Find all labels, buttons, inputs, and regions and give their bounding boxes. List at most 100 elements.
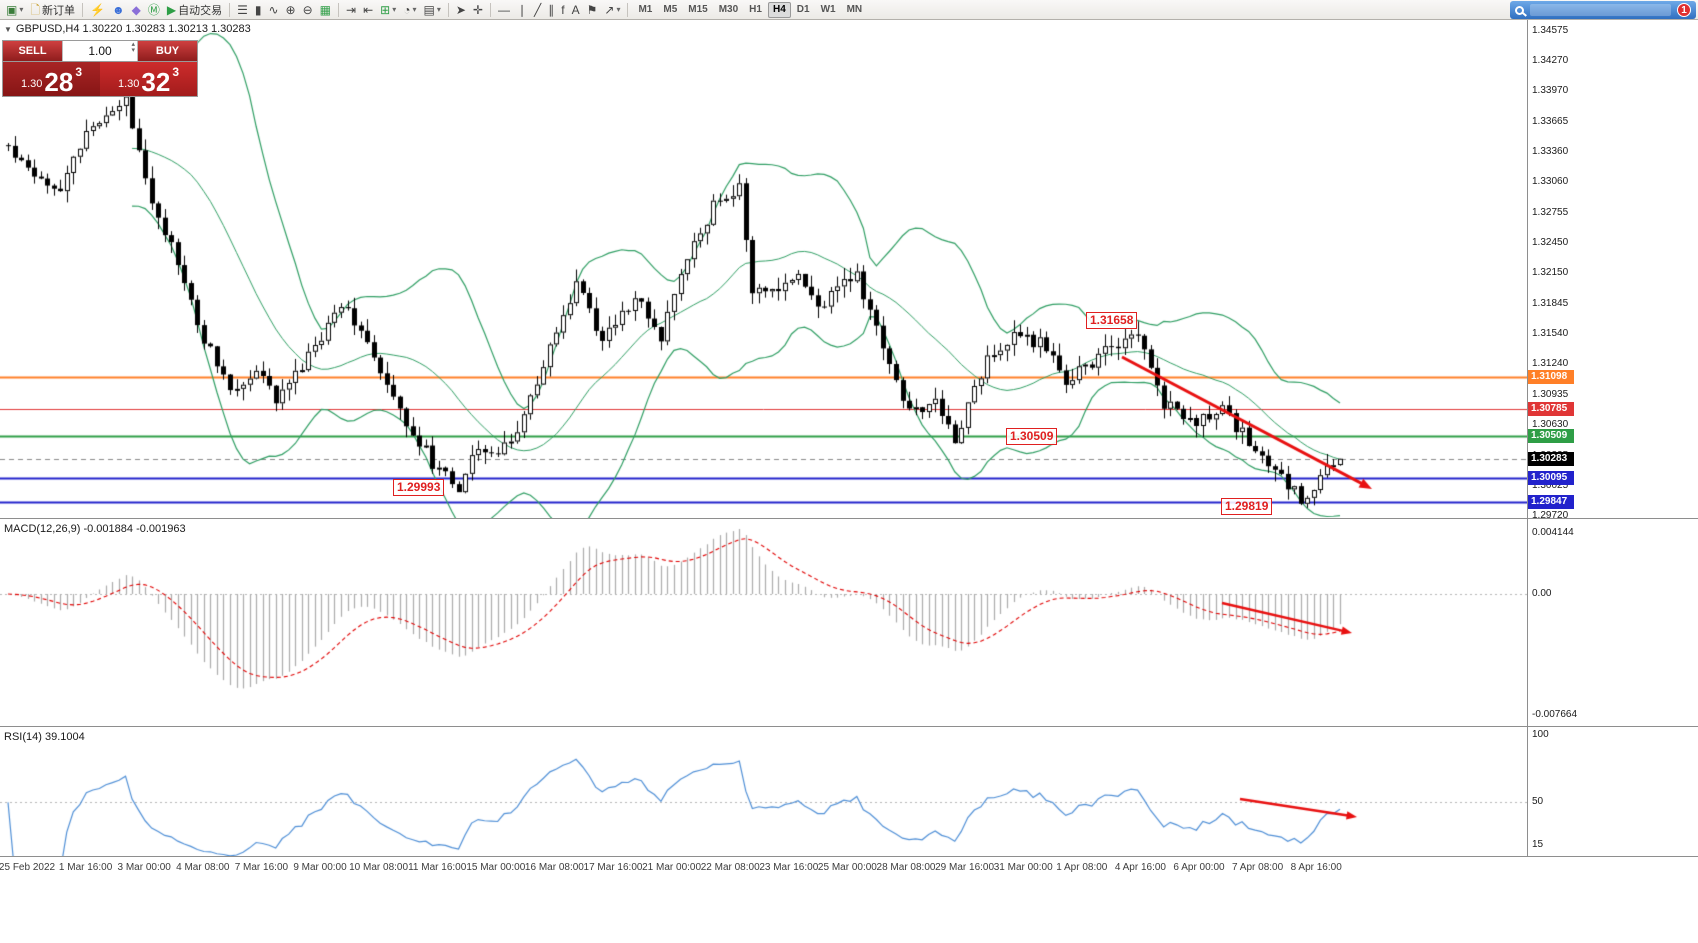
periods-caret-icon: ▾ (412, 5, 417, 14)
macd-canvas[interactable] (0, 519, 1527, 727)
sell-price[interactable]: 1.30 28 3 (3, 62, 100, 96)
mql5-community-icon: ⚡ (90, 2, 105, 17)
time-label: 7 Apr 08:00 (1232, 862, 1284, 873)
crosshair-icon: ✛ (472, 2, 483, 17)
user-profile-button[interactable]: ☻ (109, 1, 128, 19)
cursor-button[interactable]: ➤ (453, 1, 469, 19)
timeframe-m30[interactable]: M30 (718, 3, 739, 15)
chart-shift-button[interactable]: ⇤ (360, 1, 376, 19)
price-tick: 1.34575 (1532, 25, 1569, 36)
top-toolbar: ▣ ▾ 🗋 新订单 ⚡ ☻ ◆ Ⓜ ▶ 自动交易 ☰ ▮ ∿ ⊕ ⊖ ▦ ⇥ ⇤ ⊞ ▾ ◔ ▾ ▤ ▾ ➤ ✛ — ❘ ╱ ∥ f A ⚑ ↗ ▾… (0, 0, 1698, 20)
zoom-in-button[interactable]: ⊕ (283, 1, 299, 19)
periods-button[interactable]: ◔ ▾ (400, 1, 419, 19)
equidistant-channel-button[interactable]: ∥ (545, 1, 557, 19)
time-label: 25 Feb 2022 (0, 862, 56, 873)
chart-bars-button[interactable]: ☰ (234, 1, 251, 19)
macd-tick-zero: 0.00 (1532, 588, 1552, 599)
timeframe-m1[interactable]: M1 (638, 3, 653, 15)
price-tick: 1.31845 (1532, 297, 1569, 309)
toolbar-separator (338, 2, 339, 17)
text-button[interactable]: A (569, 1, 583, 19)
user-profile-icon: ☻ (111, 2, 125, 17)
crosshair-button[interactable]: ✛ (470, 1, 486, 19)
price-tick: 1.32450 (1532, 237, 1569, 249)
time-label: 4 Mar 08:00 (176, 862, 230, 873)
volume-value: 1.00 (88, 44, 112, 58)
search-input[interactable] (1530, 4, 1671, 16)
macd-label: MACD(12,26,9) -0.001884 -0.001963 (4, 523, 186, 535)
search-icon (1515, 5, 1524, 15)
timeframe-m5[interactable]: M5 (663, 3, 678, 15)
tile-windows-button[interactable]: ▦ (317, 1, 334, 19)
price-callout-1.30509: 1.30509 (1006, 428, 1058, 445)
time-label: 6 Apr 00:00 (1173, 862, 1225, 873)
price-tag-1.30283: 1.30283 (1528, 451, 1574, 466)
fibonacci-button[interactable]: f (558, 1, 567, 19)
text-label-icon: ⚑ (586, 2, 598, 17)
toolbar-separator (82, 2, 84, 17)
mql5-community-button[interactable]: ⚡ (87, 1, 108, 19)
macd-tick-min: -0.007664 (1532, 709, 1578, 720)
time-label: 21 Mar 00:00 (642, 862, 702, 873)
buy-price[interactable]: 1.30 32 3 (100, 62, 197, 96)
time-label: 9 Mar 00:00 (293, 862, 347, 873)
zoom-out-button[interactable]: ⊖ (300, 1, 316, 19)
trendline-button[interactable]: ╱ (531, 1, 544, 19)
time-label: 22 Mar 08:00 (700, 862, 760, 873)
time-label: 1 Mar 16:00 (58, 862, 113, 873)
time-label: 29 Mar 16:00 (935, 862, 995, 873)
text-label-button[interactable]: ⚑ (584, 1, 601, 19)
macd-axis[interactable]: 0.004144 0.00 -0.007664 (1527, 519, 1698, 726)
chart-ohlc-label: GBPUSD,H4 1.30220 1.30283 1.30213 1.3028… (15, 23, 251, 35)
sell-price-pip: 3 (75, 65, 83, 79)
one-click-toggle-icon[interactable]: ▼ (4, 24, 12, 34)
timeframe-mn[interactable]: MN (846, 3, 863, 15)
price-tick: 1.30630 (1532, 419, 1569, 431)
rsi-canvas[interactable] (0, 727, 1527, 857)
timeframe-h1[interactable]: H1 (749, 3, 762, 15)
price-axis[interactable]: 1.34575 1.34270 1.33970 1.33665 1.33360 1.330… (1527, 20, 1698, 521)
buy-button[interactable]: BUY (138, 41, 197, 61)
horizontal-line-button[interactable]: — (495, 1, 513, 19)
volume-up-icon[interactable]: ▴ (131, 41, 135, 48)
arrows-objects-button[interactable]: ↗ ▾ (601, 1, 623, 19)
sell-button[interactable]: SELL (3, 41, 62, 61)
arrows-objects-caret-icon: ▾ (616, 5, 621, 14)
chart-line-icon: ∿ (268, 2, 279, 17)
templates-button[interactable]: ▤ ▾ (420, 1, 443, 19)
auto-trading-button[interactable]: ▶ 自动交易 (164, 1, 225, 19)
timeframe-m15[interactable]: M15 (688, 3, 708, 15)
notification-badge[interactable]: 1 (1677, 3, 1691, 17)
volume-field[interactable]: 1.00 ▴ ▾ (62, 41, 138, 61)
search-area[interactable]: 1 (1510, 1, 1696, 19)
chart-line-button[interactable]: ∿ (265, 1, 281, 19)
timeframe-w1[interactable]: W1 (820, 3, 836, 15)
new-chart-button[interactable]: ▣ ▾ (3, 1, 26, 19)
volume-down-icon[interactable]: ▾ (131, 47, 135, 54)
chart-candles-button[interactable]: ▮ (252, 1, 265, 19)
metaeditor-button[interactable]: Ⓜ (145, 1, 163, 19)
auto-scroll-button[interactable]: ⇥ (343, 1, 359, 19)
volume-steppers[interactable]: ▴ ▾ (131, 41, 135, 54)
indicators-list-button[interactable]: ⊞ ▾ (377, 1, 399, 19)
market-button[interactable]: ◆ (129, 1, 144, 19)
templates-caret-icon: ▾ (436, 5, 441, 14)
timeframe-d1[interactable]: D1 (796, 3, 810, 15)
price-tick: 1.32150 (1532, 267, 1569, 279)
time-label: 8 Apr 16:00 (1290, 862, 1342, 873)
vertical-line-button[interactable]: ❘ (514, 1, 530, 19)
new-order-button[interactable]: 🗋 新订单 (27, 1, 78, 19)
rsi-axis[interactable]: 100 50 15 (1527, 727, 1698, 856)
time-axis[interactable]: 25 Feb 2022 1 Mar 16:00 3 Mar 00:00 4 Mar 0… (0, 856, 1698, 943)
trendline-icon: ╱ (534, 2, 542, 17)
price-tick: 1.31540 (1532, 328, 1569, 340)
periods-icon: ◔ (403, 2, 411, 17)
indicators-list-icon: ⊞ (380, 2, 391, 17)
timeframe-h4[interactable]: H4 (767, 1, 791, 18)
price-callout-1.31658: 1.31658 (1086, 312, 1138, 329)
time-label: 1 Apr 08:00 (1056, 862, 1108, 873)
main-chart-canvas[interactable] (0, 20, 1527, 518)
sell-price-small: 1.30 (20, 78, 43, 90)
time-label: 31 Mar 00:00 (993, 862, 1053, 873)
